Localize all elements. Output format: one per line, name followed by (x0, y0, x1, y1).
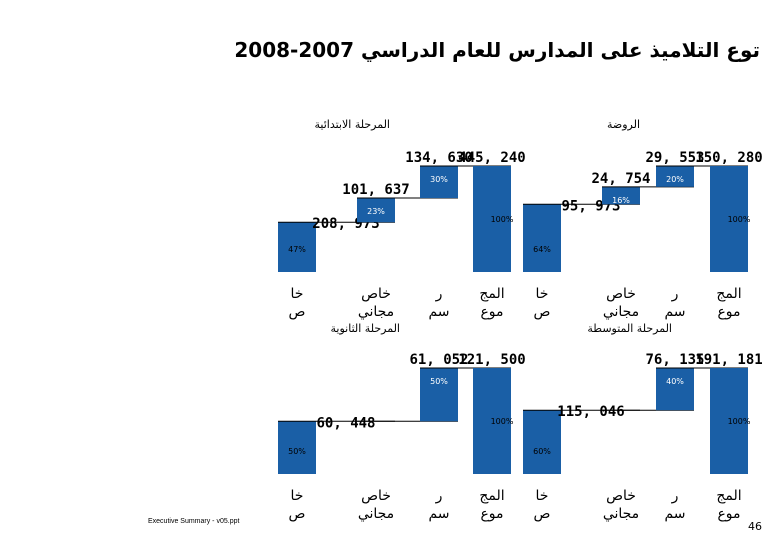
value-label: 445, 240 (458, 150, 525, 166)
percent-label: 64% (533, 245, 551, 254)
category-label: مجاني (358, 506, 394, 522)
category-label: المج (479, 488, 504, 504)
bar-3 (473, 368, 511, 474)
chart-title: الروضة (606, 118, 640, 131)
category-label: ص (534, 506, 551, 522)
category-label: موع (480, 506, 503, 522)
value-label: 61, 052 (409, 352, 468, 368)
category-label: خاص (606, 488, 636, 504)
value-label: 121, 500 (458, 352, 525, 368)
value-label: 24, 754 (591, 171, 650, 187)
value-label: 115, 046 (557, 404, 624, 420)
percent-label: 30% (430, 175, 448, 184)
bar-1 (602, 186, 640, 205)
percent-label: 50% (288, 447, 306, 456)
bar-3 (473, 166, 511, 272)
category-label: المج (479, 286, 504, 302)
bar-2 (420, 166, 458, 199)
percent-label: 23% (367, 207, 385, 216)
category-label: موع (717, 304, 740, 320)
category-label: خا (536, 286, 549, 302)
bar-0 (278, 421, 316, 474)
category-label: سم (428, 506, 449, 522)
bar-0 (278, 222, 316, 272)
value-label: 76, 135 (645, 352, 704, 368)
bar-1 (357, 198, 395, 223)
chart-title: المرحلة الابتدائية (314, 118, 391, 131)
value-label: 101, 637 (342, 182, 409, 198)
percent-label: 16% (612, 196, 630, 205)
category-label: سم (664, 506, 685, 522)
bar-3 (710, 166, 748, 272)
category-label: خاص (361, 488, 391, 504)
percent-label: 47% (288, 245, 306, 254)
category-label: ص (289, 506, 306, 522)
category-label: ر (435, 488, 443, 504)
category-label: خا (291, 488, 304, 504)
page-number: 46 (748, 520, 762, 533)
value-label: 191, 181 (695, 352, 762, 368)
category-label: مجاني (358, 304, 394, 320)
chart-title: المرحلة الثانوية (330, 322, 400, 335)
category-label: خا (291, 286, 304, 302)
category-label: سم (664, 304, 685, 320)
category-label: المج (716, 286, 741, 302)
value-label: 150, 280 (695, 150, 762, 166)
category-label: موع (480, 304, 503, 320)
percent-label: 100% (728, 417, 751, 426)
percent-label: 100% (728, 215, 751, 224)
category-label: موع (717, 506, 740, 522)
category-label: ص (289, 304, 306, 320)
value-label: 60, 448 (316, 415, 375, 431)
page-title: توع التلاميذ على المدارس للعام الدراسي 2… (234, 38, 760, 62)
category-label: ر (671, 286, 679, 302)
percent-label: 100% (491, 417, 514, 426)
bar-2 (656, 166, 694, 187)
footer-text: Executive Summary - v05.ppt (148, 518, 240, 525)
chart-title: المرحلة المتوسطة (587, 322, 672, 335)
bar-0 (523, 410, 561, 474)
bar-0 (523, 204, 561, 272)
percent-label: 100% (491, 215, 514, 224)
value-label: 134, 630 (405, 150, 472, 166)
bar-2 (420, 368, 458, 422)
category-label: خا (536, 488, 549, 504)
category-label: خاص (606, 286, 636, 302)
bar-3 (710, 368, 748, 474)
category-label: مجاني (603, 506, 639, 522)
percent-label: 60% (533, 447, 551, 456)
bar-2 (656, 368, 694, 411)
category-label: خاص (361, 286, 391, 302)
percent-label: 40% (666, 377, 684, 386)
value-label: 29, 553 (645, 150, 704, 166)
category-label: ص (534, 304, 551, 320)
category-label: ر (435, 286, 443, 302)
category-label: سم (428, 304, 449, 320)
category-label: المج (716, 488, 741, 504)
category-label: ر (671, 488, 679, 504)
percent-label: 20% (666, 175, 684, 184)
category-label: مجاني (603, 304, 639, 320)
percent-label: 50% (430, 377, 448, 386)
